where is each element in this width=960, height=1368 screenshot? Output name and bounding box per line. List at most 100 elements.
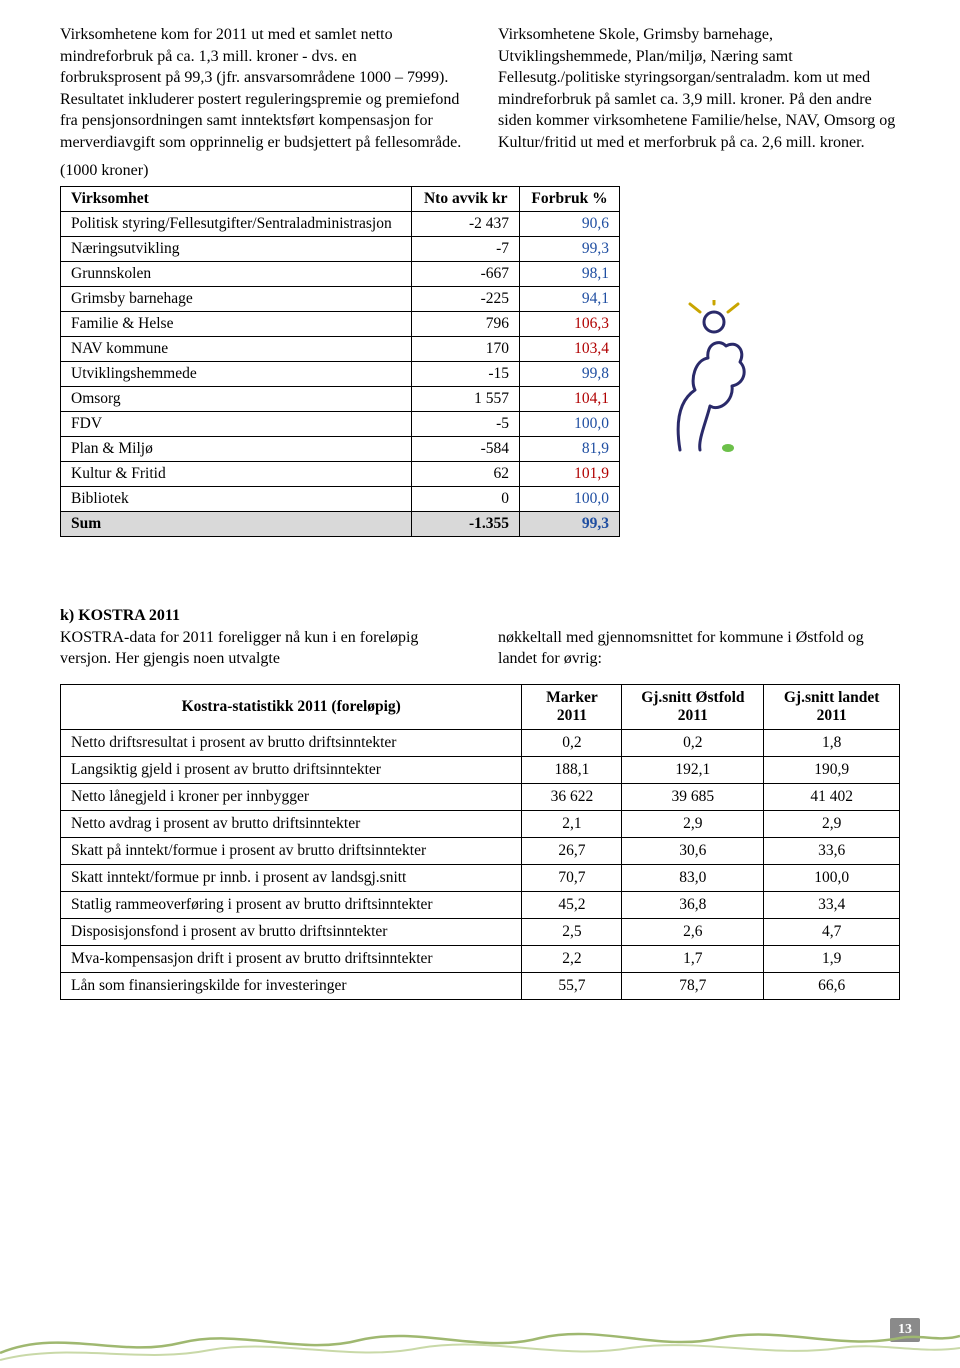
kostra-label: Disposisjonsfond i prosent av brutto dri… [61, 918, 522, 945]
kostra-value: 55,7 [522, 972, 622, 999]
intro-right: Virksomhetene Skole, Grimsby barnehage, … [498, 24, 900, 154]
page-number-badge: 13 [890, 1318, 920, 1342]
kostra-value: 36 622 [522, 783, 622, 810]
forbruk-value: 98,1 [520, 261, 620, 286]
kostra-value: 192,1 [622, 756, 764, 783]
kostra-value: 188,1 [522, 756, 622, 783]
table-row: Skatt på inntekt/formue i prosent av bru… [61, 837, 900, 864]
forbruk-value: 100,0 [520, 486, 620, 511]
table-row: Lån som finansieringskilde for investeri… [61, 972, 900, 999]
table-row: Politisk styring/Fellesutgifter/Sentrala… [61, 211, 620, 236]
kostra-section: k) KOSTRA 2011 KOSTRA-data for 2011 fore… [60, 607, 900, 1000]
tbl2-h3: Gj.snitt Østfold 2011 [622, 684, 764, 729]
forbruk-value: 106,3 [520, 311, 620, 336]
forbruk-value: 90,6 [520, 211, 620, 236]
kostra-right: nøkkeltall med gjennomsnittet for kommun… [498, 627, 900, 670]
intro-left: Virksomhetene kom for 2011 ut med et sam… [60, 24, 462, 154]
table-row: Langsiktig gjeld i prosent av brutto dri… [61, 756, 900, 783]
kostra-label: Statlig rammeoverføring i prosent av bru… [61, 891, 522, 918]
virksomhet-label: Næringsutvikling [61, 236, 412, 261]
kostra-value: 100,0 [764, 864, 900, 891]
avvik-value: 1 557 [412, 386, 520, 411]
virksomhet-label: Politisk styring/Fellesutgifter/Sentrala… [61, 211, 412, 236]
avvik-value: -7 [412, 236, 520, 261]
table-row: Statlig rammeoverføring i prosent av bru… [61, 891, 900, 918]
table-row: Skatt inntekt/formue pr innb. i prosent … [61, 864, 900, 891]
avvik-value: -15 [412, 361, 520, 386]
tbl2-h2: Marker 2011 [522, 684, 622, 729]
sum-label: Sum [61, 511, 412, 536]
virksomhet-label: Bibliotek [61, 486, 412, 511]
forbruk-value: 94,1 [520, 286, 620, 311]
avvik-value: 796 [412, 311, 520, 336]
table-row: Familie & Helse796106,3 [61, 311, 620, 336]
virksomhet-table: Virksomhet Nto avvik kr Forbruk % Politi… [60, 186, 620, 537]
table-row: Netto driftsresultat i prosent av brutto… [61, 729, 900, 756]
forbruk-value: 81,9 [520, 436, 620, 461]
kostra-value: 0,2 [622, 729, 764, 756]
kostra-value: 33,6 [764, 837, 900, 864]
kostra-value: 45,2 [522, 891, 622, 918]
virksomhet-label: Utviklingshemmede [61, 361, 412, 386]
kostra-value: 0,2 [522, 729, 622, 756]
virksomhet-label: Grimsby barnehage [61, 286, 412, 311]
avvik-value: -225 [412, 286, 520, 311]
kostra-label: Netto avdrag i prosent av brutto driftsi… [61, 810, 522, 837]
virksomhet-label: Omsorg [61, 386, 412, 411]
kostra-value: 36,8 [622, 891, 764, 918]
kostra-value: 30,6 [622, 837, 764, 864]
forbruk-value: 99,3 [520, 236, 620, 261]
avvik-value: 62 [412, 461, 520, 486]
kostra-value: 4,7 [764, 918, 900, 945]
kostra-table: Kostra-statistikk 2011 (foreløpig) Marke… [60, 684, 900, 1000]
virksomhet-label: Familie & Helse [61, 311, 412, 336]
kostra-label: Netto lånegjeld i kroner per innbygger [61, 783, 522, 810]
avvik-value: -5 [412, 411, 520, 436]
kostra-value: 2,9 [622, 810, 764, 837]
tbl1-header-virksomhet: Virksomhet [61, 186, 412, 211]
table-row: Plan & Miljø-58481,9 [61, 436, 620, 461]
kostra-value: 83,0 [622, 864, 764, 891]
kostra-value: 1,7 [622, 945, 764, 972]
virksomhet-label: Kultur & Fritid [61, 461, 412, 486]
table-row: Grimsby barnehage-22594,1 [61, 286, 620, 311]
virksomhet-label: Plan & Miljø [61, 436, 412, 461]
tbl2-h1: Kostra-statistikk 2011 (foreløpig) [61, 684, 522, 729]
kostra-value: 33,4 [764, 891, 900, 918]
tbl1-header-forbruk: Forbruk % [520, 186, 620, 211]
avvik-value: -667 [412, 261, 520, 286]
kostra-value: 26,7 [522, 837, 622, 864]
kostra-label: Langsiktig gjeld i prosent av brutto dri… [61, 756, 522, 783]
kostra-value: 2,5 [522, 918, 622, 945]
tbl2-h4: Gj.snitt landet 2011 [764, 684, 900, 729]
virksomhet-label: Grunnskolen [61, 261, 412, 286]
kostra-label: Skatt på inntekt/formue i prosent av bru… [61, 837, 522, 864]
forbruk-value: 99,8 [520, 361, 620, 386]
kostra-value: 1,9 [764, 945, 900, 972]
thousands-note: (1000 kroner) [60, 162, 900, 180]
kostra-value: 1,8 [764, 729, 900, 756]
kostra-value: 2,9 [764, 810, 900, 837]
kostra-value: 190,9 [764, 756, 900, 783]
kostra-label: Netto driftsresultat i prosent av brutto… [61, 729, 522, 756]
table-row: Næringsutvikling-799,3 [61, 236, 620, 261]
forbruk-value: 104,1 [520, 386, 620, 411]
table-row: Mva-kompensasjon drift i prosent av brut… [61, 945, 900, 972]
kostra-value: 70,7 [522, 864, 622, 891]
kostra-left: KOSTRA-data for 2011 foreligger nå kun i… [60, 627, 462, 670]
forbruk-value: 103,4 [520, 336, 620, 361]
table-row: Netto lånegjeld i kroner per innbygger36… [61, 783, 900, 810]
footer-wave-decoration-icon [0, 1298, 960, 1368]
kostra-value: 2,2 [522, 945, 622, 972]
table-row: FDV-5100,0 [61, 411, 620, 436]
kostra-value: 78,7 [622, 972, 764, 999]
forbruk-value: 101,9 [520, 461, 620, 486]
kostra-label: Mva-kompensasjon drift i prosent av brut… [61, 945, 522, 972]
avvik-value: -2 437 [412, 211, 520, 236]
tbl1-header-avvik: Nto avvik kr [412, 186, 520, 211]
intro-columns: Virksomhetene kom for 2011 ut med et sam… [60, 24, 900, 154]
table-row: NAV kommune170103,4 [61, 336, 620, 361]
kostra-label: Skatt inntekt/formue pr innb. i prosent … [61, 864, 522, 891]
sum-row: Sum-1.35599,3 [61, 511, 620, 536]
sum-avvik: -1.355 [412, 511, 520, 536]
